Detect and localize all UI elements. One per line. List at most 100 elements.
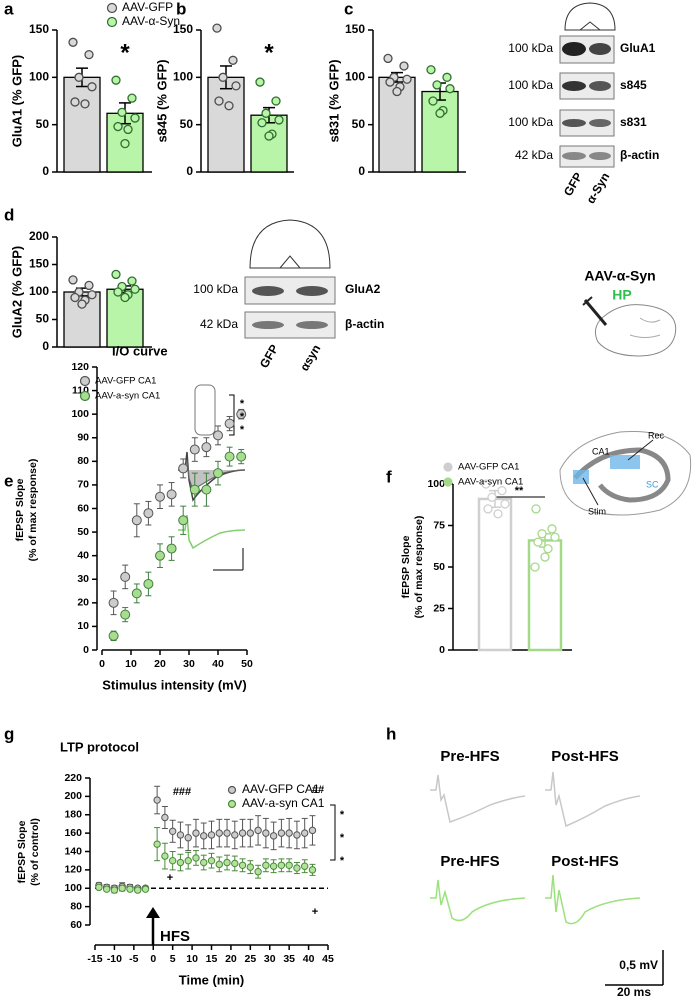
data-point — [207, 831, 216, 839]
annotation: + — [312, 906, 318, 918]
blot-lane: α-Syn — [584, 170, 613, 206]
bar — [63, 76, 101, 173]
data-point — [153, 840, 161, 848]
y-tick-label: 20 — [77, 597, 89, 609]
mouse-brain-icon — [594, 304, 677, 357]
syringe — [583, 299, 608, 326]
data-point — [189, 484, 200, 495]
data-point — [236, 409, 247, 420]
schematic-label: CA1 — [592, 446, 610, 456]
y-tick-label: 100 — [427, 478, 445, 490]
legend-marker — [227, 799, 237, 809]
data-point — [399, 61, 409, 71]
data-point — [246, 829, 255, 837]
data-point — [161, 852, 169, 860]
blot-band — [589, 43, 611, 55]
data-point — [155, 491, 165, 502]
trace — [545, 771, 641, 828]
legend-label: AAV-GFP CA1 — [95, 376, 156, 387]
data-point — [435, 108, 445, 118]
x-axis-label: Time (min) — [179, 972, 245, 987]
legend-label: AAV-GFP — [122, 0, 173, 14]
annotation: * — [240, 424, 245, 436]
bar — [477, 497, 513, 652]
legend-marker — [443, 462, 453, 472]
blot-size: 100 kDa — [508, 115, 553, 129]
data-point — [238, 861, 247, 869]
y-tick-label: 90 — [77, 432, 89, 444]
data-point — [228, 55, 238, 65]
data-point — [155, 550, 165, 561]
data-point — [262, 829, 270, 837]
data-point — [215, 860, 223, 869]
blot-size: 100 kDa — [508, 78, 553, 92]
x-tick-label: -10 — [107, 953, 122, 965]
y-tick-label: 220 — [64, 772, 82, 784]
trace — [430, 879, 526, 922]
y-tick-label: 70 — [77, 479, 89, 491]
y-axis-label: fEPSP Slope — [400, 535, 412, 598]
data-point — [547, 524, 557, 534]
bar — [250, 114, 288, 173]
annotation: * — [240, 398, 245, 410]
blot-band — [589, 119, 611, 127]
x-tick-label: 0 — [150, 953, 156, 965]
blot-band — [589, 152, 611, 160]
data-point — [442, 72, 452, 82]
y-tick-label: 75 — [433, 519, 445, 531]
blot-protein: GluA1 — [620, 41, 656, 55]
blot-size: 42 kDa — [200, 317, 238, 331]
data-point — [533, 537, 543, 547]
data-point — [192, 829, 200, 837]
data-point — [80, 99, 90, 109]
panel-label: d — [4, 205, 14, 224]
y-tick-label: 0 — [186, 164, 193, 178]
data-point — [176, 831, 185, 839]
panel-label: c — [344, 0, 353, 18]
data-point — [271, 96, 281, 106]
trace — [430, 774, 526, 823]
panel-label: f — [386, 467, 392, 486]
blot-size: 42 kDa — [515, 148, 553, 162]
data-point — [550, 532, 560, 542]
data-point — [87, 290, 97, 300]
data-point — [168, 827, 177, 835]
data-point — [487, 492, 497, 502]
data-point — [201, 484, 212, 495]
x-tick-label: 50 — [241, 658, 253, 670]
data-point — [543, 544, 553, 554]
data-point — [231, 859, 239, 868]
chart-title: I/O curve — [112, 343, 168, 358]
data-point — [134, 886, 142, 894]
data-point — [184, 834, 192, 842]
data-point — [224, 451, 235, 462]
x-tick-label: -15 — [87, 953, 102, 965]
legend-marker — [106, 2, 118, 14]
blot-band — [296, 321, 328, 329]
data-point — [113, 287, 123, 297]
hippocampus-schematic: CA1 Rec Stim SC — [559, 430, 692, 516]
legend-marker — [106, 16, 118, 28]
data-point — [200, 832, 208, 840]
data-point — [224, 418, 235, 429]
data-point — [402, 74, 412, 84]
electrode — [582, 477, 599, 506]
significance-bracket — [330, 804, 336, 861]
data-point — [84, 280, 94, 291]
data-point — [153, 796, 161, 804]
y-tick-label: 10 — [77, 620, 89, 632]
y-tick-label: 50 — [36, 117, 50, 131]
schematic-label: SC — [646, 479, 659, 489]
x-tick-label: 15 — [206, 953, 218, 965]
data-point — [257, 118, 267, 128]
y-tick-label: 180 — [64, 809, 82, 821]
y-tick-label: 150 — [173, 22, 193, 36]
data-point — [236, 451, 247, 462]
y-tick-label: 80 — [70, 900, 82, 912]
data-point — [207, 856, 216, 865]
data-point — [261, 108, 271, 118]
blot-band — [562, 152, 586, 160]
data-point — [108, 597, 119, 608]
data-point — [131, 515, 142, 526]
y-tick-label: 40 — [77, 549, 89, 561]
